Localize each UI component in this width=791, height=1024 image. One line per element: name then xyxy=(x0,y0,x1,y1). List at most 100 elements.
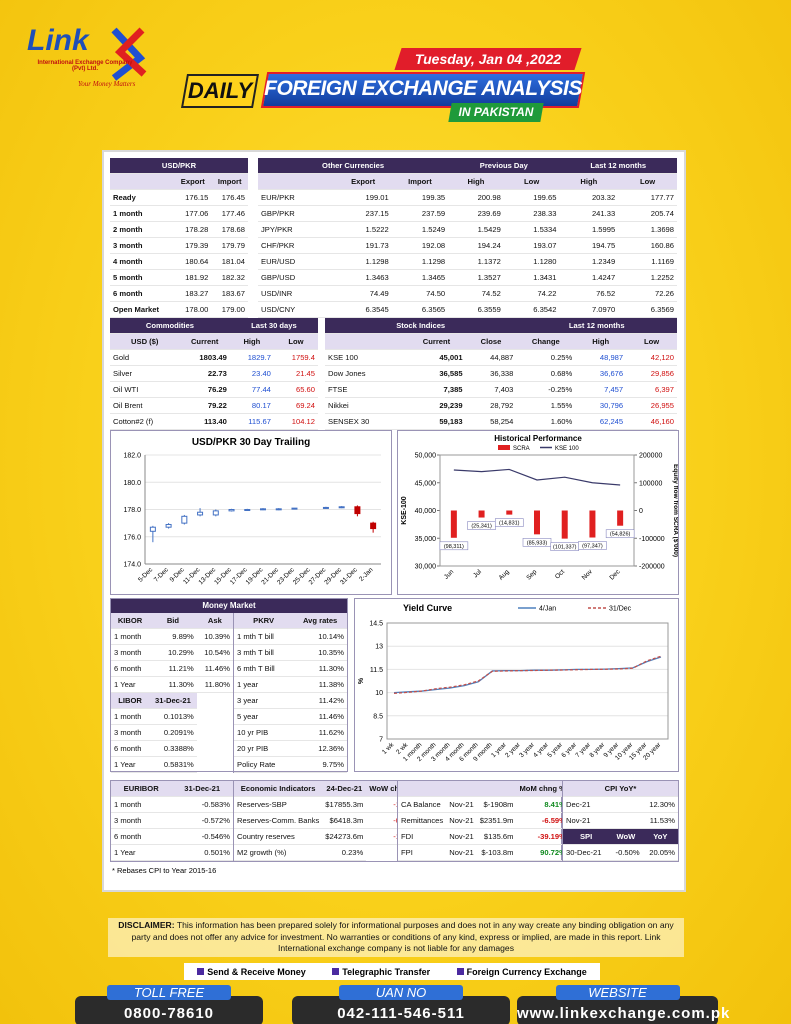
table-cell: 177.06 xyxy=(174,205,212,222)
legend-label: KSE 100 xyxy=(555,446,579,452)
chart: USD/PKR 30 Day Trailing 174.0 176.0 178.0 18… xyxy=(110,430,392,595)
table-cell: 1.3527 xyxy=(448,269,504,286)
table-cell: EURIBOR xyxy=(111,781,172,797)
x-tick-label: Jul xyxy=(472,568,483,579)
table-cell: Previous Day xyxy=(448,158,560,174)
table-cell: 0.5831% xyxy=(149,756,197,773)
table-cell: 10.29% xyxy=(149,644,197,661)
table-cell: Cotton#2 (f) xyxy=(110,413,180,430)
table-cell: 1 mth T bill xyxy=(234,628,294,645)
table-cell: 6.3565 xyxy=(391,301,449,318)
table-cell: 181.04 xyxy=(211,253,248,270)
y-axis-label: KSE-100 xyxy=(401,496,408,525)
table-row: KSE 100 45,001 44,887 0.25% 48,987 42,120 xyxy=(325,349,677,366)
value-label: (101,337) xyxy=(553,545,577,551)
cpi-table: CPI YoY* Dec-21 12.30% Nov-21 11.53% SPI WoW Yo… xyxy=(562,780,679,862)
money-market-left: KIBOR Bid Ask 1 month 9.89% 10.39% 3 month 10.2… xyxy=(111,613,234,773)
y-tick-label: 40,000 xyxy=(415,508,437,515)
table-row: 1 mth T bill 10.14% xyxy=(234,628,347,645)
contact-box xyxy=(292,996,510,1024)
table-cell: Low xyxy=(503,173,560,190)
table-cell: -0.25% xyxy=(516,381,576,398)
table-cell: EUR/USD xyxy=(258,253,335,270)
table-cell: LIBOR xyxy=(111,692,150,709)
table-cell: Low xyxy=(626,333,677,350)
service-text: Send & Receive Money xyxy=(207,966,306,977)
x-tick-label: Oct xyxy=(554,568,566,580)
table-row: Other Currencies Previous Day Last 12 mont… xyxy=(258,158,677,174)
table-row: 1 month 9.89% 10.39% xyxy=(111,628,233,645)
table-cell: Avg rates xyxy=(293,613,347,629)
table-row: GBP/USD 1.3463 1.3465 1.3527 1.3431 1.4247 1.2… xyxy=(258,269,677,286)
table-row: Silver 22.73 23.40 21.45 xyxy=(110,365,318,382)
table-row: Oil Brent 79.22 80.17 69.24 xyxy=(110,397,318,414)
table-cell: 11.46% xyxy=(196,660,233,677)
table-cell: 160.86 xyxy=(618,237,677,254)
empty-cell xyxy=(258,173,335,190)
table-cell: 176.45 xyxy=(211,189,248,206)
table-cell: 7,457 xyxy=(575,381,627,398)
legend-label: SCRA xyxy=(513,446,530,452)
table-cell: 1 Year xyxy=(111,844,172,861)
table-cell: Country reserves xyxy=(234,828,323,845)
table-cell: 5 month xyxy=(110,269,175,286)
table-cell: 2 month xyxy=(110,221,175,238)
table-row: 3 month 10.29% 10.54% xyxy=(111,644,233,661)
empty-cell xyxy=(110,173,175,190)
y-tick-label: 100000 xyxy=(639,480,662,487)
y-tick-label: 11.5 xyxy=(370,667,383,674)
table-row: FDI Nov-21 $135.6m -39.19% xyxy=(398,828,569,845)
value-label-box xyxy=(605,529,635,539)
table-cell: 1.1298 xyxy=(334,253,392,270)
y-tick-label: 13 xyxy=(375,644,383,651)
table-row: 10 yr PIB 11.62% xyxy=(234,724,347,741)
candle-body xyxy=(165,523,172,528)
y-axis-label: % xyxy=(358,677,365,684)
table-cell: 115.67 xyxy=(229,413,274,430)
table-row: MoM chng % xyxy=(398,781,569,797)
x-tick-label: 2-Jan xyxy=(358,566,375,583)
data-table: KIBOR Bid Ask 1 month 9.89% 10.39% 3 month 10.2… xyxy=(111,613,233,773)
table-row: 3 month 179.39 179.79 xyxy=(110,237,248,254)
bar xyxy=(589,510,596,538)
table-cell: Other Currencies xyxy=(258,158,449,174)
table-cell: $-1908m xyxy=(476,796,517,813)
tagline: Your Money Matters xyxy=(78,80,136,88)
table-cell: USD ($) xyxy=(110,333,180,350)
table-cell: 199.65 xyxy=(503,189,560,206)
y-tick-label: 14.5 xyxy=(369,621,383,628)
chart-title: Historical Performance xyxy=(494,434,582,443)
table-cell: 7,403 xyxy=(465,381,517,398)
table-cell: 6.3545 xyxy=(334,301,392,318)
table-cell: Dow Jones xyxy=(325,365,408,382)
table-cell: Silver xyxy=(110,365,180,382)
table-cell: 180.64 xyxy=(174,253,212,270)
x-tick-label: Nov xyxy=(581,568,595,582)
table-row: Open Market 178.00 179.00 xyxy=(110,301,248,318)
title: FOREIGN EXCHANGE ANALYSIS xyxy=(264,77,582,100)
chart-title: Yield Curve xyxy=(403,603,452,613)
table-cell: 1.5429 xyxy=(448,221,504,238)
table-row: 1 month 177.06 177.46 xyxy=(110,205,248,222)
table-cell: 4 month xyxy=(110,253,175,270)
candle-body xyxy=(275,508,282,511)
table-cell: 1.1169 xyxy=(618,253,677,270)
table-cell: 12.36% xyxy=(293,740,347,757)
table-cell: High xyxy=(448,173,504,190)
table-cell: 10 yr PIB xyxy=(234,724,294,741)
company: International Exchange Company (Pvt) Ltd… xyxy=(37,60,133,72)
table-cell: 24-Dec-21 xyxy=(322,781,367,797)
candle-body xyxy=(291,507,298,510)
table-cell: 1.2349 xyxy=(559,253,619,270)
table-cell: Oil WTI xyxy=(110,381,180,398)
table-cell: YoY xyxy=(642,828,678,845)
candle-body xyxy=(370,522,377,530)
table-row: Dow Jones 36,585 36,338 0.68% 36,676 29,856 xyxy=(325,365,677,382)
table-cell: Nikkei xyxy=(325,397,408,414)
other-currencies-table: Other Currencies Previous Day Last 12 mont… xyxy=(258,158,677,318)
table-row: 1 Year 0.501% xyxy=(111,844,233,861)
x-tick-label: 1 wk xyxy=(381,741,396,756)
table-row: M2 growth (%) 0.23% xyxy=(234,844,420,861)
table-cell: 59,183 xyxy=(407,413,466,430)
table-cell: 1 Year xyxy=(111,756,150,773)
